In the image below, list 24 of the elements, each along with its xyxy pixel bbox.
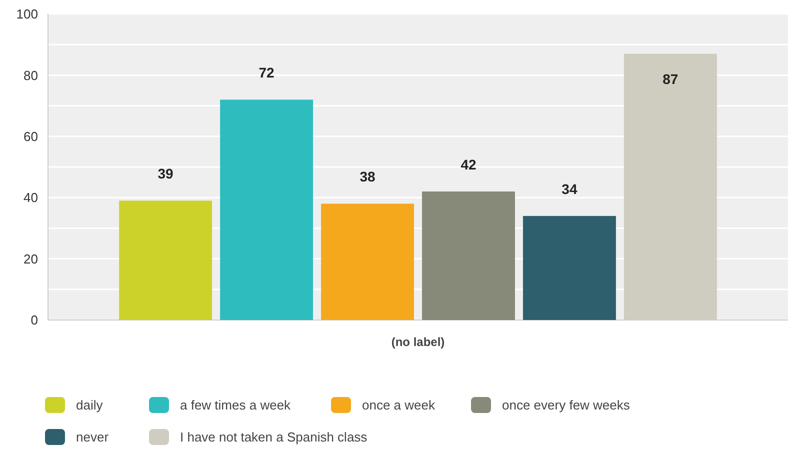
y-tick-label: 20: [24, 251, 38, 266]
bar: [220, 100, 314, 320]
bar: [522, 216, 616, 320]
data-label: 38: [360, 168, 376, 185]
data-label: 87: [662, 70, 678, 87]
data-label: 34: [562, 180, 578, 197]
y-tick-label: 80: [24, 68, 38, 83]
legend-label: never: [76, 430, 110, 445]
legend-label: once every few weeks: [502, 398, 630, 413]
legend-label: I have not taken a Spanish class: [180, 430, 368, 445]
y-tick-label: 60: [24, 128, 38, 144]
legend-label: daily: [76, 398, 104, 413]
data-label: 39: [158, 166, 174, 182]
bar: [422, 191, 515, 320]
legend-label: a few times a week: [180, 398, 292, 413]
data-label: 72: [258, 64, 275, 81]
y-tick-label: 100: [16, 6, 38, 22]
x-tick-label: (no label): [391, 335, 445, 349]
legend-label: once a week: [362, 398, 436, 413]
bar: [321, 204, 414, 320]
y-tick-label: 40: [24, 190, 38, 206]
y-tick-label: 0: [30, 312, 38, 328]
data-label: 42: [460, 156, 476, 172]
bar: [119, 200, 212, 320]
